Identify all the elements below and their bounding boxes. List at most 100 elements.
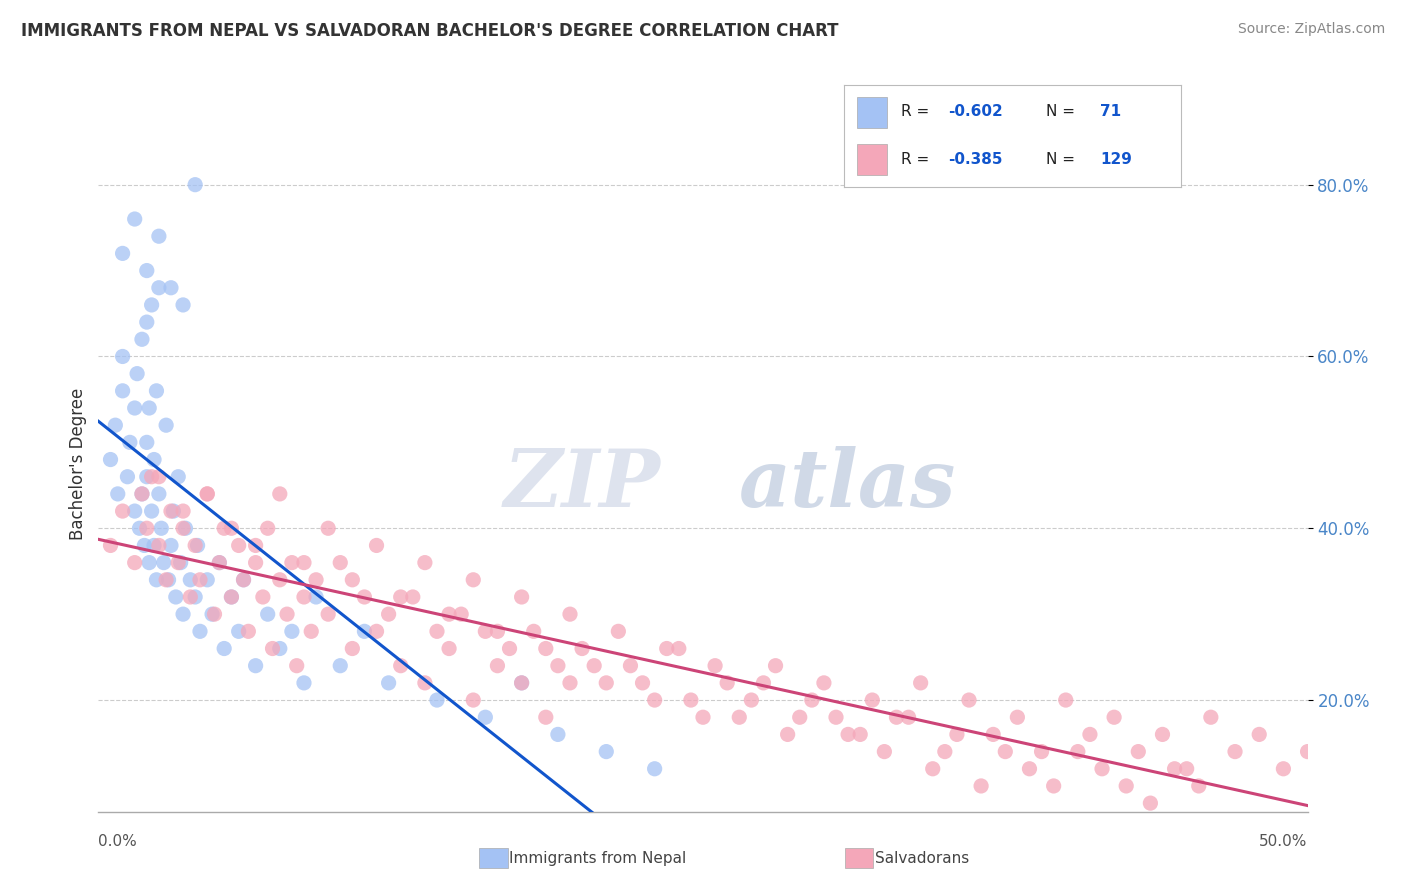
Point: [299, 624, 322, 639]
Point: [1091, 762, 1114, 776]
Point: [389, 658, 412, 673]
Point: [534, 641, 557, 656]
Point: [837, 727, 859, 741]
Point: [921, 762, 943, 776]
Point: [413, 676, 436, 690]
Point: [353, 590, 375, 604]
Point: [1054, 693, 1077, 707]
Text: N =: N =: [1046, 104, 1080, 120]
Point: [141, 504, 163, 518]
Point: [644, 693, 666, 707]
Point: [208, 556, 231, 570]
Point: [752, 676, 775, 690]
Point: [316, 521, 339, 535]
Point: [100, 538, 122, 552]
Point: [184, 178, 207, 192]
Point: [716, 676, 738, 690]
Point: [245, 538, 267, 552]
Point: [111, 246, 134, 260]
Text: N =: N =: [1046, 153, 1080, 167]
Point: [131, 487, 153, 501]
Point: [245, 556, 267, 570]
Point: [305, 573, 328, 587]
Point: [910, 676, 932, 690]
Point: [245, 658, 267, 673]
Point: [118, 435, 141, 450]
Point: [172, 521, 194, 535]
Point: [776, 727, 799, 741]
Point: [957, 693, 980, 707]
Point: [377, 676, 399, 690]
Point: [523, 624, 546, 639]
Point: [547, 727, 569, 741]
Point: [208, 556, 231, 570]
Point: [547, 658, 569, 673]
Point: [1102, 710, 1125, 724]
Point: [389, 590, 412, 604]
Point: [486, 624, 509, 639]
Text: -0.602: -0.602: [948, 104, 1002, 120]
Point: [474, 710, 496, 724]
Point: [276, 607, 298, 622]
Point: [188, 573, 211, 587]
Point: [124, 556, 146, 570]
Point: [1249, 727, 1271, 741]
Point: [172, 504, 194, 518]
Point: [100, 452, 122, 467]
Bar: [858, 97, 887, 128]
Point: [353, 624, 375, 639]
Point: [342, 573, 364, 587]
Point: [474, 624, 496, 639]
Point: [679, 693, 702, 707]
Point: [644, 762, 666, 776]
Point: [558, 676, 581, 690]
Point: [269, 573, 291, 587]
Point: [204, 607, 226, 622]
Point: [160, 504, 183, 518]
Point: [195, 487, 218, 501]
Point: [143, 538, 166, 552]
Point: [981, 727, 1004, 741]
Point: [402, 590, 425, 604]
Point: [994, 745, 1017, 759]
Point: [970, 779, 993, 793]
Point: [825, 710, 848, 724]
Point: [148, 281, 170, 295]
Point: [668, 641, 690, 656]
Point: [595, 676, 617, 690]
Point: [169, 556, 191, 570]
Point: [135, 435, 157, 450]
Point: [1078, 727, 1101, 741]
Point: [510, 676, 533, 690]
Point: [124, 401, 146, 415]
Point: [1115, 779, 1137, 793]
Text: -0.385: -0.385: [948, 153, 1002, 167]
Point: [377, 607, 399, 622]
Point: [262, 641, 284, 656]
Point: [138, 556, 160, 570]
Point: [107, 487, 129, 501]
Point: [221, 590, 243, 604]
Point: [104, 418, 127, 433]
Text: R =: R =: [901, 104, 934, 120]
Point: [148, 229, 170, 244]
Point: [426, 693, 449, 707]
Point: [292, 556, 315, 570]
Point: [135, 469, 157, 483]
Point: [143, 452, 166, 467]
Point: [873, 745, 896, 759]
Point: [413, 556, 436, 570]
Point: [426, 624, 449, 639]
Text: 50.0%: 50.0%: [1260, 834, 1308, 849]
Point: [232, 573, 254, 587]
Point: [595, 745, 617, 759]
Point: [124, 504, 146, 518]
Point: [934, 745, 956, 759]
Point: [221, 590, 243, 604]
Point: [167, 556, 190, 570]
Point: [111, 504, 134, 518]
Point: [141, 298, 163, 312]
Point: [256, 521, 278, 535]
Point: [188, 624, 211, 639]
Point: [221, 521, 243, 535]
